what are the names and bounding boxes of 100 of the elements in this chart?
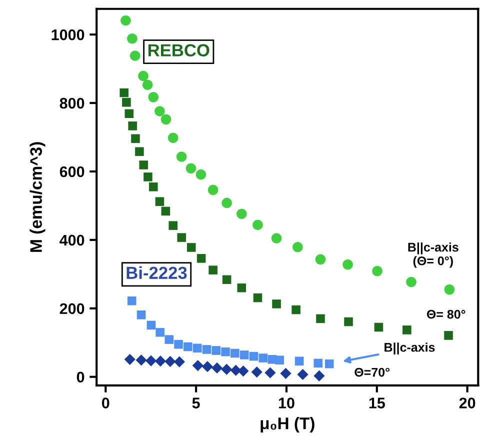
point: [264, 367, 276, 378]
point: [249, 352, 258, 361]
point: [324, 359, 334, 368]
point: [176, 152, 187, 162]
point: [294, 356, 304, 366]
y-tick-label: 1000: [52, 29, 84, 40]
annotation: Bi-2223: [126, 266, 187, 280]
point: [402, 326, 412, 334]
point: [230, 348, 240, 358]
point: [168, 221, 178, 230]
point: [374, 322, 384, 332]
point: [174, 356, 185, 368]
point: [275, 356, 284, 364]
annotation: B||c-axis: [384, 342, 435, 354]
point: [314, 370, 325, 382]
point: [130, 50, 140, 61]
point: [164, 335, 174, 344]
point: [160, 114, 172, 125]
point: [192, 360, 204, 372]
y-tick-label: 600: [60, 166, 84, 178]
point: [124, 354, 136, 365]
point: [297, 368, 308, 380]
point: [315, 254, 326, 265]
x-tick-label: 20: [459, 398, 476, 408]
annotation: Θ=70°: [354, 368, 390, 377]
point: [406, 276, 416, 288]
point: [135, 147, 144, 156]
point: [122, 98, 131, 107]
point: [342, 259, 353, 270]
point: [314, 358, 323, 368]
point: [444, 284, 455, 295]
point: [127, 33, 138, 44]
point: [202, 345, 212, 354]
point: [372, 266, 382, 276]
point: [186, 243, 196, 252]
point: [164, 356, 176, 368]
point: [280, 368, 292, 379]
point: [222, 275, 232, 284]
annotation: B||c-axis (Θ= 0°): [408, 242, 458, 268]
point: [128, 122, 137, 130]
x-tick-label: 0: [102, 398, 110, 408]
point: [156, 328, 164, 337]
point: [161, 206, 170, 216]
point: [145, 355, 157, 366]
point: [154, 106, 165, 116]
point: [271, 233, 282, 244]
point: [148, 92, 159, 102]
point: [344, 317, 353, 326]
point: [292, 305, 300, 314]
point: [124, 109, 134, 118]
point: [253, 293, 262, 302]
point: [127, 296, 136, 306]
point: [236, 208, 247, 220]
point: [154, 356, 166, 367]
point: [146, 320, 156, 330]
point: [136, 310, 146, 320]
point: [292, 242, 303, 252]
x-tick-label: 10: [278, 398, 294, 408]
point: [221, 364, 232, 375]
point: [131, 134, 140, 143]
point: [258, 354, 268, 362]
point: [252, 220, 263, 230]
point: [184, 342, 192, 352]
point: [174, 340, 183, 349]
point: [222, 198, 232, 208]
point: [144, 172, 152, 182]
y-tick-label: 800: [60, 98, 84, 109]
point: [192, 344, 202, 352]
point: [211, 362, 223, 374]
point: [251, 366, 262, 378]
point: [139, 160, 148, 170]
point: [138, 70, 148, 82]
point: [444, 331, 453, 340]
x-tick-label: 5: [192, 398, 200, 408]
y-tick-label: 0: [76, 372, 84, 383]
point: [272, 300, 281, 308]
point: [155, 197, 164, 206]
x-axis-title: μ₀H (T): [260, 417, 314, 433]
point: [196, 169, 206, 180]
y-tick-label: 200: [60, 303, 84, 314]
annotation: REBCO: [148, 44, 210, 56]
point: [208, 266, 218, 274]
point: [148, 182, 158, 192]
point: [316, 314, 325, 324]
point: [120, 88, 128, 98]
point: [168, 132, 178, 144]
point: [240, 350, 249, 360]
point: [186, 163, 196, 174]
point: [142, 80, 153, 90]
point: [177, 233, 186, 242]
annotation: Θ= 80°: [426, 310, 466, 319]
point: [136, 354, 147, 366]
y-tick-label: 400: [60, 234, 84, 246]
point: [196, 254, 206, 263]
point: [238, 365, 249, 377]
point: [212, 346, 221, 355]
point: [221, 347, 230, 356]
point: [237, 283, 246, 292]
point: [202, 361, 214, 372]
point: [120, 15, 131, 26]
